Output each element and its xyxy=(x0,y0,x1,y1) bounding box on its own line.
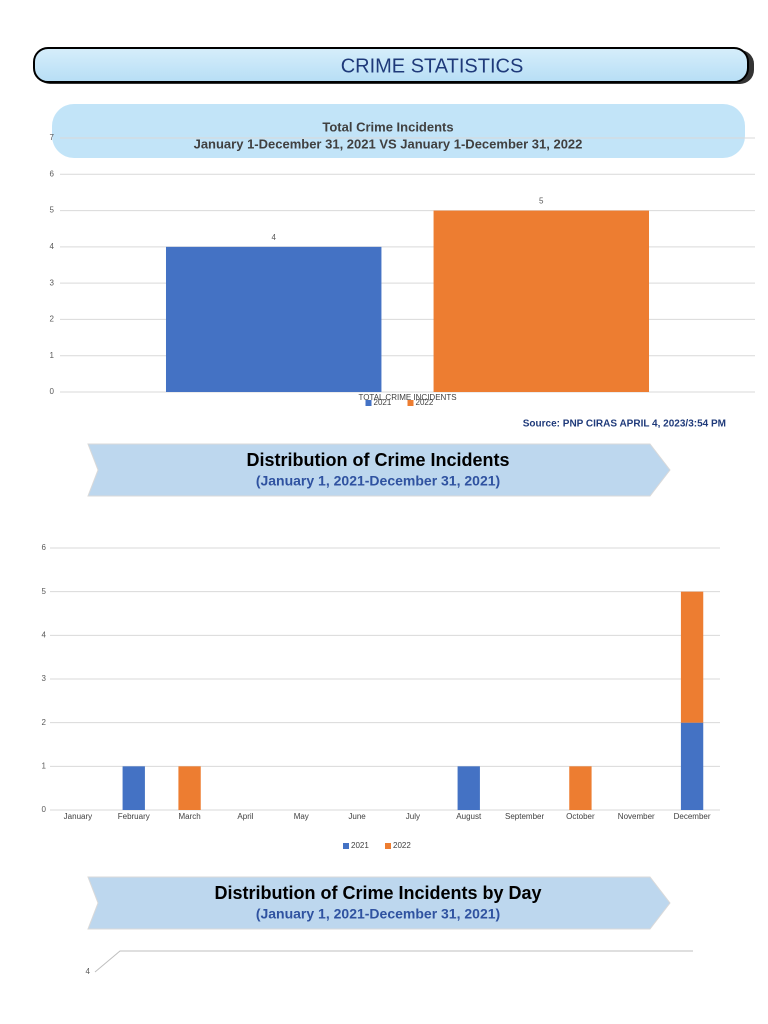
y-tick-label: 4 xyxy=(42,630,47,639)
header-title: CRIME STATISTICS xyxy=(341,55,524,77)
header-box xyxy=(33,47,749,83)
x-tick-label: February xyxy=(118,812,150,821)
y-tick-label: 4 xyxy=(86,967,91,976)
legend-label: 2022 xyxy=(393,841,411,850)
y-tick-label: 0 xyxy=(42,805,47,814)
bar-segment xyxy=(122,766,145,810)
bar xyxy=(165,246,382,392)
y-tick-label: 1 xyxy=(50,351,55,360)
x-tick-label: May xyxy=(294,812,309,821)
x-tick-label: November xyxy=(618,812,655,821)
y-tick-label: 7 xyxy=(50,133,55,142)
section-banner xyxy=(87,876,671,930)
bar-segment xyxy=(457,766,480,810)
legend-label: 2022 xyxy=(416,398,434,407)
x-tick-label: August xyxy=(456,812,482,821)
grid-line xyxy=(94,950,693,973)
source-note: Source: PNP CIRAS APRIL 4, 2023/3:54 PM xyxy=(523,419,726,430)
x-tick-label: September xyxy=(505,812,544,821)
x-tick-label: October xyxy=(566,812,595,821)
legend-swatch xyxy=(407,400,414,406)
data-label: 4 xyxy=(271,233,276,242)
x-tick-label: July xyxy=(406,812,420,821)
y-tick-label: 5 xyxy=(42,587,47,596)
legend-label: 2021 xyxy=(351,841,369,850)
y-tick-label: 5 xyxy=(50,206,55,215)
legend-swatch xyxy=(365,400,372,406)
y-tick-label: 0 xyxy=(50,387,55,396)
x-tick-label: June xyxy=(348,812,366,821)
x-tick-label: March xyxy=(178,812,200,821)
chart-subtitle: (January 1, 2021-December 31, 2021) xyxy=(256,906,500,922)
chart-title-box xyxy=(52,104,745,158)
y-tick-label: 2 xyxy=(42,718,47,727)
chart-subtitle: (January 1, 2021-December 31, 2021) xyxy=(256,473,500,489)
data-label: 5 xyxy=(539,197,544,206)
legend-label: 2021 xyxy=(374,398,392,407)
legend-swatch xyxy=(343,843,349,849)
section-banner xyxy=(87,443,671,497)
x-tick-label: TOTAL CRIME INCIDENTS xyxy=(358,393,456,402)
y-tick-label: 3 xyxy=(50,278,55,287)
y-tick-label: 2 xyxy=(50,315,55,324)
header: CRIME STATISTICS xyxy=(33,47,754,84)
x-tick-label: December xyxy=(674,812,711,821)
y-tick-label: 6 xyxy=(42,543,47,552)
x-tick-label: January xyxy=(64,812,92,821)
chart-title: Distribution of Crime Incidents xyxy=(246,450,509,470)
y-tick-label: 3 xyxy=(42,674,47,683)
y-tick-label: 6 xyxy=(50,169,55,178)
y-tick-label: 4 xyxy=(50,242,55,251)
chart-title: Total Crime Incidents xyxy=(322,119,453,134)
bar-segment xyxy=(569,766,592,810)
chart-subtitle: January 1-December 31, 2021 VS January 1… xyxy=(194,136,583,151)
bar-segment xyxy=(178,766,201,810)
y-tick-label: 1 xyxy=(42,761,47,770)
bar xyxy=(433,210,650,392)
legend-swatch xyxy=(385,843,391,849)
bar-segment xyxy=(680,722,704,810)
bar-segment xyxy=(680,591,704,723)
x-tick-label: April xyxy=(237,812,253,821)
chart-title: Distribution of Crime Incidents by Day xyxy=(214,883,541,903)
